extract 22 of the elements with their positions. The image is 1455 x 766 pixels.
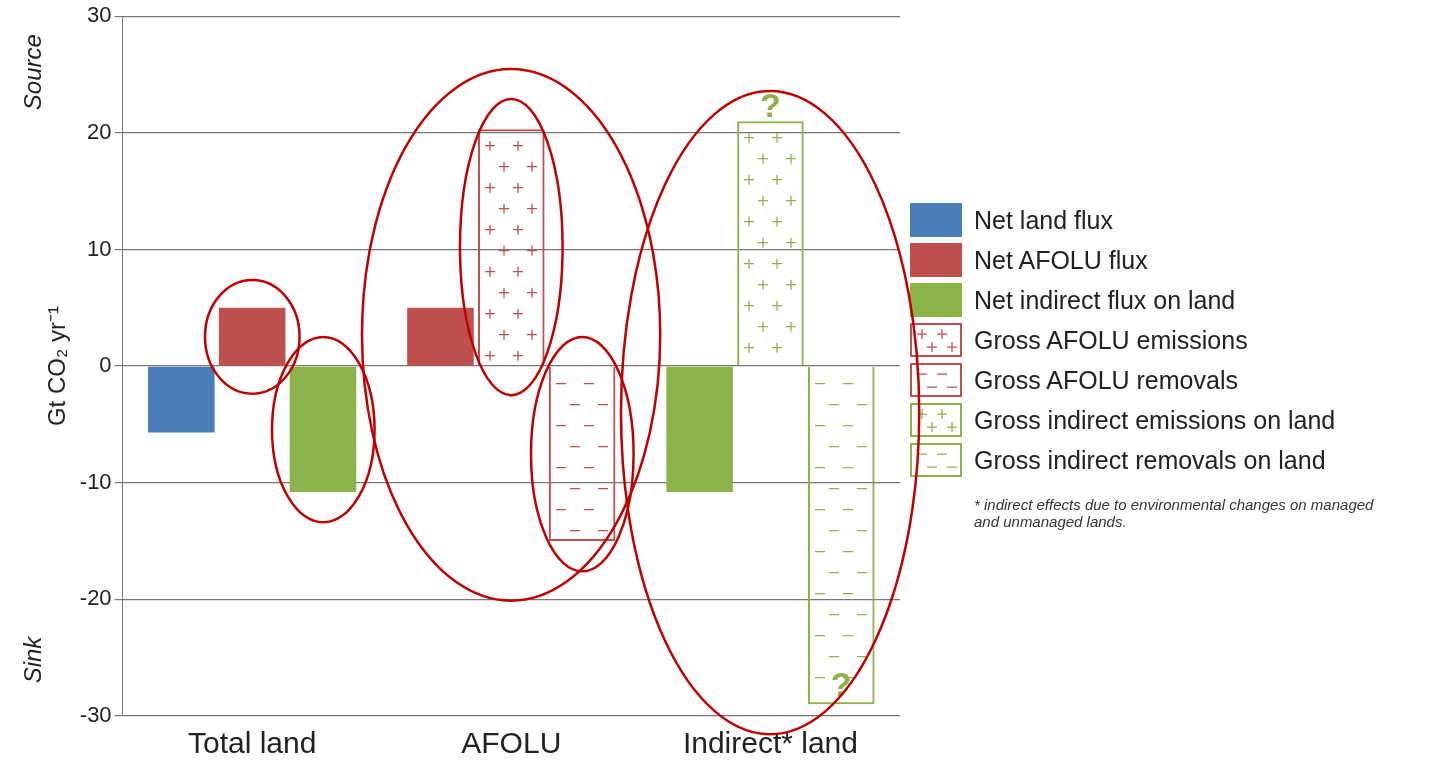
legend-label: Net indirect flux on land bbox=[974, 285, 1236, 315]
y-tick-label: 0 bbox=[99, 352, 112, 378]
legend-label: Net land flux bbox=[974, 205, 1113, 235]
y-tick-label: -10 bbox=[79, 468, 112, 494]
x-tick-label: AFOLU bbox=[461, 726, 562, 760]
legend-label: Net AFOLU flux bbox=[974, 245, 1148, 275]
y-tick-label: -30 bbox=[79, 702, 112, 728]
x-tick-label: Total land bbox=[187, 726, 317, 760]
y-tick-label: 20 bbox=[87, 118, 112, 144]
legend-label: Gross AFOLU emissions bbox=[974, 325, 1248, 355]
y-tick-label: 10 bbox=[87, 235, 112, 261]
legend-label: Gross AFOLU removals bbox=[974, 365, 1238, 395]
y-tick-label: -20 bbox=[79, 585, 112, 611]
text: * indirect effects due to environmental changes on managed and unmanaged lands. bbox=[974, 496, 1375, 530]
y-tick-label: 30 bbox=[87, 2, 112, 28]
legend-label: Gross indirect emissions on land bbox=[974, 405, 1336, 435]
text: Source bbox=[18, 34, 46, 111]
annotation: ? bbox=[760, 85, 781, 124]
text: Sink bbox=[18, 634, 46, 684]
x-tick-label: Indirect* land bbox=[682, 726, 858, 760]
legend-label: Gross indirect removals on land bbox=[974, 445, 1326, 475]
y-axis-title: Gt CO₂ yr⁻¹ bbox=[43, 306, 71, 427]
